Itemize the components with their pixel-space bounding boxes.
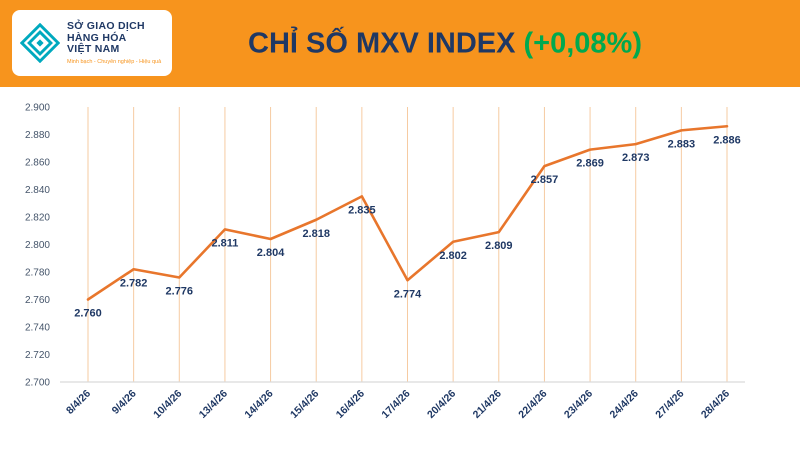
page-title: CHỈ SỐ MXV INDEX (+0,08%): [248, 27, 642, 60]
x-tick-label: 17/4/26: [379, 388, 412, 421]
header-bar: SỞ GIAO DỊCH HÀNG HÓA VIỆT NAM Minh bạch…: [0, 0, 800, 87]
data-label: 2.776: [166, 286, 194, 298]
x-tick-label: 24/4/26: [608, 388, 641, 421]
y-tick-label: 2.900: [25, 103, 50, 114]
data-label: 2.782: [120, 277, 148, 289]
logo-tagline: Minh bạch - Chuyên nghiệp - Hiệu quả: [67, 59, 162, 66]
data-label: 2.857: [531, 174, 559, 186]
y-tick-label: 2.840: [25, 185, 50, 196]
x-tick: 9/4/26: [110, 388, 139, 417]
data-label: 2.811: [211, 237, 238, 249]
data-label: 2.802: [439, 250, 467, 262]
data-label: 2.809: [485, 240, 513, 252]
x-tick: 22/4/26: [516, 388, 549, 421]
x-tick: 14/4/26: [242, 388, 275, 421]
logo-text: SỞ GIAO DỊCH HÀNG HÓA VIỆT NAM Minh bạch…: [67, 19, 162, 66]
x-tick: 8/4/26: [64, 388, 93, 417]
data-label: 2.804: [257, 247, 285, 259]
x-tick: 24/4/26: [608, 388, 641, 421]
y-tick-label: 2.860: [25, 158, 50, 169]
x-tick-label: 9/4/26: [110, 388, 139, 417]
x-tick: 17/4/26: [379, 388, 412, 421]
y-tick-label: 2.820: [25, 213, 50, 224]
y-tick-label: 2.780: [25, 268, 50, 279]
x-tick-label: 27/4/26: [653, 388, 686, 421]
x-tick: 10/4/26: [151, 388, 184, 421]
data-label: 2.760: [74, 308, 102, 320]
data-label: 2.818: [302, 228, 330, 240]
mxv-index-line-chart: 2.700 2.720 2.740 2.760 2.780 2.800 2.820 2.840…: [25, 103, 745, 421]
chart-area: 2.700 2.720 2.740 2.760 2.780 2.800 2.820 2.840…: [0, 87, 800, 447]
data-label: 2.835: [348, 204, 376, 216]
x-tick-label: 16/4/26: [334, 388, 367, 421]
x-tick: 23/4/26: [562, 388, 595, 421]
logo-line2: HÀNG HÓA: [67, 31, 127, 44]
x-tick-label: 28/4/26: [699, 388, 732, 421]
x-tick: 20/4/26: [425, 388, 458, 421]
y-tick-label: 2.700: [25, 378, 50, 389]
data-label: 2.869: [576, 158, 604, 170]
y-tick-label: 2.740: [25, 323, 50, 334]
y-tick-label: 2.800: [25, 240, 50, 251]
x-tick-label: 10/4/26: [151, 388, 184, 421]
x-tick: 13/4/26: [197, 388, 230, 421]
x-tick: 27/4/26: [653, 388, 686, 421]
logo-line3: VIỆT NAM: [67, 43, 120, 56]
data-label: 2.886: [713, 134, 741, 146]
y-tick-label: 2.880: [25, 130, 50, 141]
x-tick-label: 8/4/26: [64, 388, 93, 417]
title-change: (+0,08%): [523, 27, 642, 59]
x-tick: 21/4/26: [471, 388, 504, 421]
x-tick-label: 23/4/26: [562, 388, 595, 421]
x-tick: 15/4/26: [288, 388, 321, 421]
data-label: 2.883: [668, 138, 696, 150]
mxv-logo: SỞ GIAO DỊCH HÀNG HÓA VIỆT NAM Minh bạch…: [12, 10, 172, 76]
data-label: 2.873: [622, 152, 650, 164]
x-tick: 16/4/26: [334, 388, 367, 421]
x-tick-label: 13/4/26: [197, 388, 230, 421]
x-tick-label: 22/4/26: [516, 388, 549, 421]
mxv-diamond-icon: [20, 23, 60, 63]
index-line: [86, 124, 729, 301]
x-tick-label: 21/4/26: [471, 388, 504, 421]
x-tick-label: 14/4/26: [242, 388, 275, 421]
x-tick-label: 20/4/26: [425, 388, 458, 421]
logo-line1: SỞ GIAO DỊCH: [67, 19, 145, 32]
x-tick: 28/4/26: [699, 388, 732, 421]
y-tick-label: 2.720: [25, 350, 50, 361]
y-tick-label: 2.760: [25, 295, 50, 306]
data-label: 2.774: [394, 288, 422, 300]
title-main: CHỈ SỐ MXV INDEX: [248, 27, 516, 59]
x-tick-label: 15/4/26: [288, 388, 321, 421]
